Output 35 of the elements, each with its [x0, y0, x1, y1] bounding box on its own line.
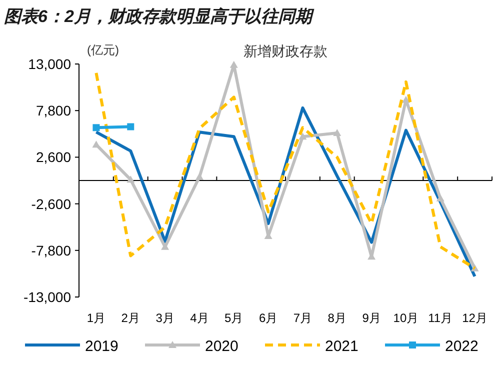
- point: [127, 123, 134, 130]
- x-tick-label: 9月: [362, 311, 381, 325]
- legend-label: 2022: [445, 338, 478, 355]
- y-tick-label: -2,600: [31, 196, 72, 212]
- x-tick-label: 5月: [224, 311, 244, 325]
- x-tick-label: 6月: [258, 311, 278, 325]
- y-tick-label: 7,800: [36, 102, 72, 119]
- chart-subtitle: 新增财政存款: [244, 44, 328, 60]
- point: [436, 194, 444, 202]
- legend-label: 2020: [205, 338, 238, 355]
- point: [230, 60, 238, 68]
- legend-label: 2021: [325, 338, 358, 355]
- y-tick-label: -13,000: [24, 289, 72, 305]
- point: [92, 124, 100, 132]
- point: [161, 242, 170, 250]
- x-tick-label: 12月: [462, 311, 488, 325]
- x-tick-label: 2月: [121, 311, 140, 325]
- point: [402, 96, 410, 103]
- point: [195, 172, 204, 180]
- x-tick-label: 7月: [293, 311, 312, 325]
- y-tick-label: 2,600: [36, 149, 72, 166]
- x-tick-label: 1月: [86, 311, 106, 325]
- y-axis-title: (亿元): [87, 43, 119, 57]
- y-tick-label: -7,800: [31, 242, 72, 258]
- x-tick-label: 11月: [428, 311, 453, 325]
- point: [298, 132, 307, 140]
- x-tick-label: 3月: [156, 311, 174, 325]
- x-tick-label: 4月: [190, 311, 209, 325]
- point: [333, 129, 342, 136]
- legend-label: 2019: [85, 338, 118, 355]
- chart-title: 图表6：2月，财政存款明显高于以往同期: [4, 7, 315, 26]
- x-tick-label: 10月: [393, 311, 419, 325]
- x-tick-label: 8月: [328, 311, 346, 325]
- y-tick-label: 13,000: [28, 56, 72, 72]
- point: [126, 176, 135, 183]
